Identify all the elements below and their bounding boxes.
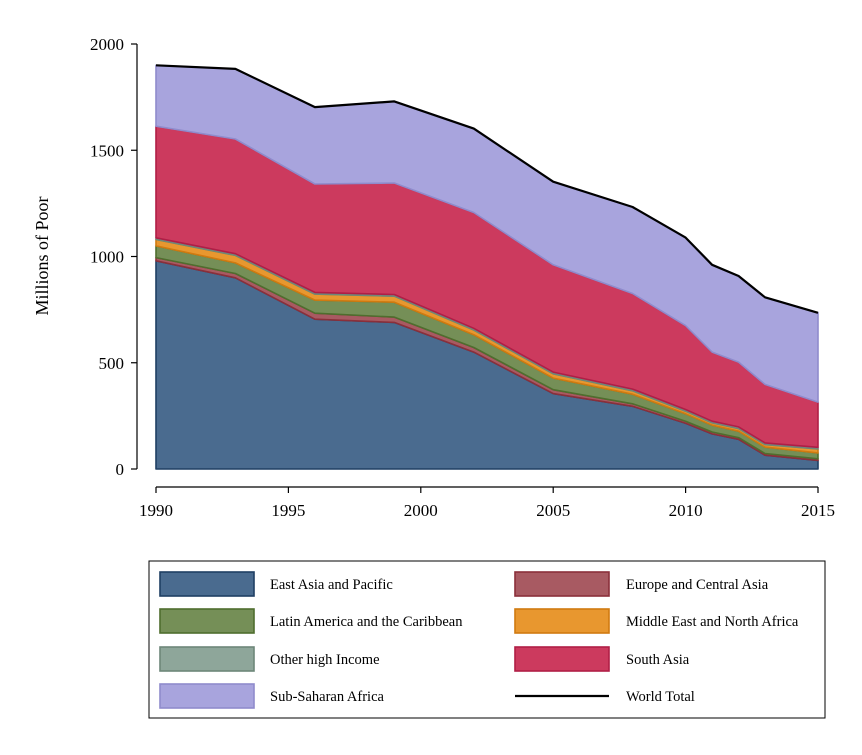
legend-label-world-total: World Total <box>626 689 695 705</box>
y-tick-label-2000: 2000 <box>90 35 124 54</box>
legend-key-other-high-income <box>159 646 255 672</box>
world-total-line-group <box>155 64 819 314</box>
y-ticks: 0 500 1000 1500 2000 <box>90 35 137 479</box>
legend-label-south-asia: South Asia <box>626 652 690 668</box>
legend-frame <box>148 560 826 719</box>
y-axis-title: Millions of Poor <box>32 196 52 315</box>
legend-label-europe-and-central-asia: Europe and Central Asia <box>626 577 769 593</box>
legend-label-east-asia-and-pacific: East Asia and Pacific <box>270 577 393 593</box>
y-tick-label-0: 0 <box>116 460 125 479</box>
legend-key-sub-saharan-africa <box>159 683 255 709</box>
legend-label-sub-saharan-africa: Sub-Saharan Africa <box>270 689 385 705</box>
x-ticks: 1990 1995 2000 2005 2010 2015 <box>139 487 835 520</box>
legend-key-east-asia-and-pacific <box>159 571 255 597</box>
legend-key-south-asia <box>514 646 610 672</box>
legend-label-middle-east-and-north-africa: Middle East and North Africa <box>626 614 799 630</box>
legend-key-middle-east-and-north-africa <box>514 608 610 634</box>
x-tick-label-1995: 1995 <box>271 501 305 520</box>
y-tick-label-500: 500 <box>99 354 125 373</box>
legend-label-latin-america-and-the-caribbean: Latin America and the Caribbean <box>270 614 463 630</box>
legend-key-latin-america-and-the-caribbean <box>159 608 255 634</box>
legend-key-europe-and-central-asia <box>514 571 610 597</box>
x-tick-label-2015: 2015 <box>801 501 835 520</box>
x-tick-label-2005: 2005 <box>536 501 570 520</box>
legend: East Asia and Pacific Europe and Central … <box>148 560 826 719</box>
world-total-line <box>155 64 819 314</box>
x-tick-label-2010: 2010 <box>669 501 703 520</box>
y-tick-label-1500: 1500 <box>90 141 124 160</box>
y-tick-label-1000: 1000 <box>90 248 124 267</box>
x-tick-label-1990: 1990 <box>139 501 173 520</box>
legend-label-other-high-income: Other high Income <box>270 652 380 668</box>
stacked-areas <box>155 64 819 470</box>
x-tick-label-2000: 2000 <box>404 501 438 520</box>
